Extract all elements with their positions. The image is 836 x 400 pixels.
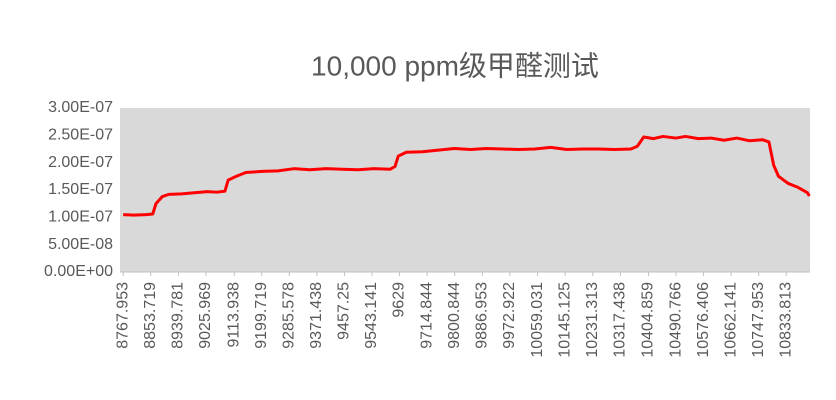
- x-tick-label: 10059.031: [529, 282, 546, 358]
- x-tick-label: 9886.953: [474, 282, 491, 349]
- x-tick-label: 10833.813: [777, 282, 794, 358]
- x-tick-label: 10576.406: [695, 282, 712, 358]
- y-tick-label: 1.50E-07: [48, 181, 113, 198]
- x-tick-label: 9972.922: [501, 282, 518, 349]
- y-tick-label: 0.00E+00: [44, 263, 113, 280]
- x-tick-label: 10662.141: [722, 282, 739, 358]
- x-tick-label: 10145.125: [556, 282, 573, 358]
- x-tick-label: 10747.953: [750, 282, 767, 358]
- y-tick-label: 5.00E-08: [48, 236, 113, 253]
- x-tick-label: 10490.766: [667, 282, 684, 358]
- x-tick-label: 8853.719: [142, 282, 159, 349]
- x-tick-label: 10404.859: [640, 282, 657, 358]
- plot-area: [120, 108, 810, 272]
- x-tick-label: 9714.844: [418, 282, 435, 349]
- x-tick-label: 10231.313: [584, 282, 601, 358]
- x-tick-label: 10317.438: [612, 282, 629, 358]
- data-line: [123, 134, 811, 217]
- x-tick-label: 8939.781: [170, 282, 187, 349]
- y-tick-label: 2.00E-07: [48, 154, 113, 171]
- y-tick-label: 2.50E-07: [48, 127, 113, 144]
- x-tick-label: 9285.578: [281, 282, 298, 349]
- x-tick-label: 8767.953: [114, 282, 131, 349]
- y-tick-label: 3.00E-07: [48, 99, 113, 116]
- y-tick-label: 1.00E-07: [48, 209, 113, 226]
- chart-title: 10,000 ppm级甲醛测试: [311, 50, 599, 81]
- x-tick-label: 9457.25: [336, 282, 353, 340]
- x-tick-label: 9199.719: [253, 282, 270, 349]
- x-tick-label: 9800.844: [446, 282, 463, 349]
- x-tick-label: 9371.438: [308, 282, 325, 349]
- x-tick-label: 9113.938: [225, 282, 242, 348]
- x-tick-label: 9025.969: [197, 282, 214, 349]
- x-tick-label: 9629: [391, 282, 408, 318]
- x-tick-label: 9543.141: [363, 282, 380, 349]
